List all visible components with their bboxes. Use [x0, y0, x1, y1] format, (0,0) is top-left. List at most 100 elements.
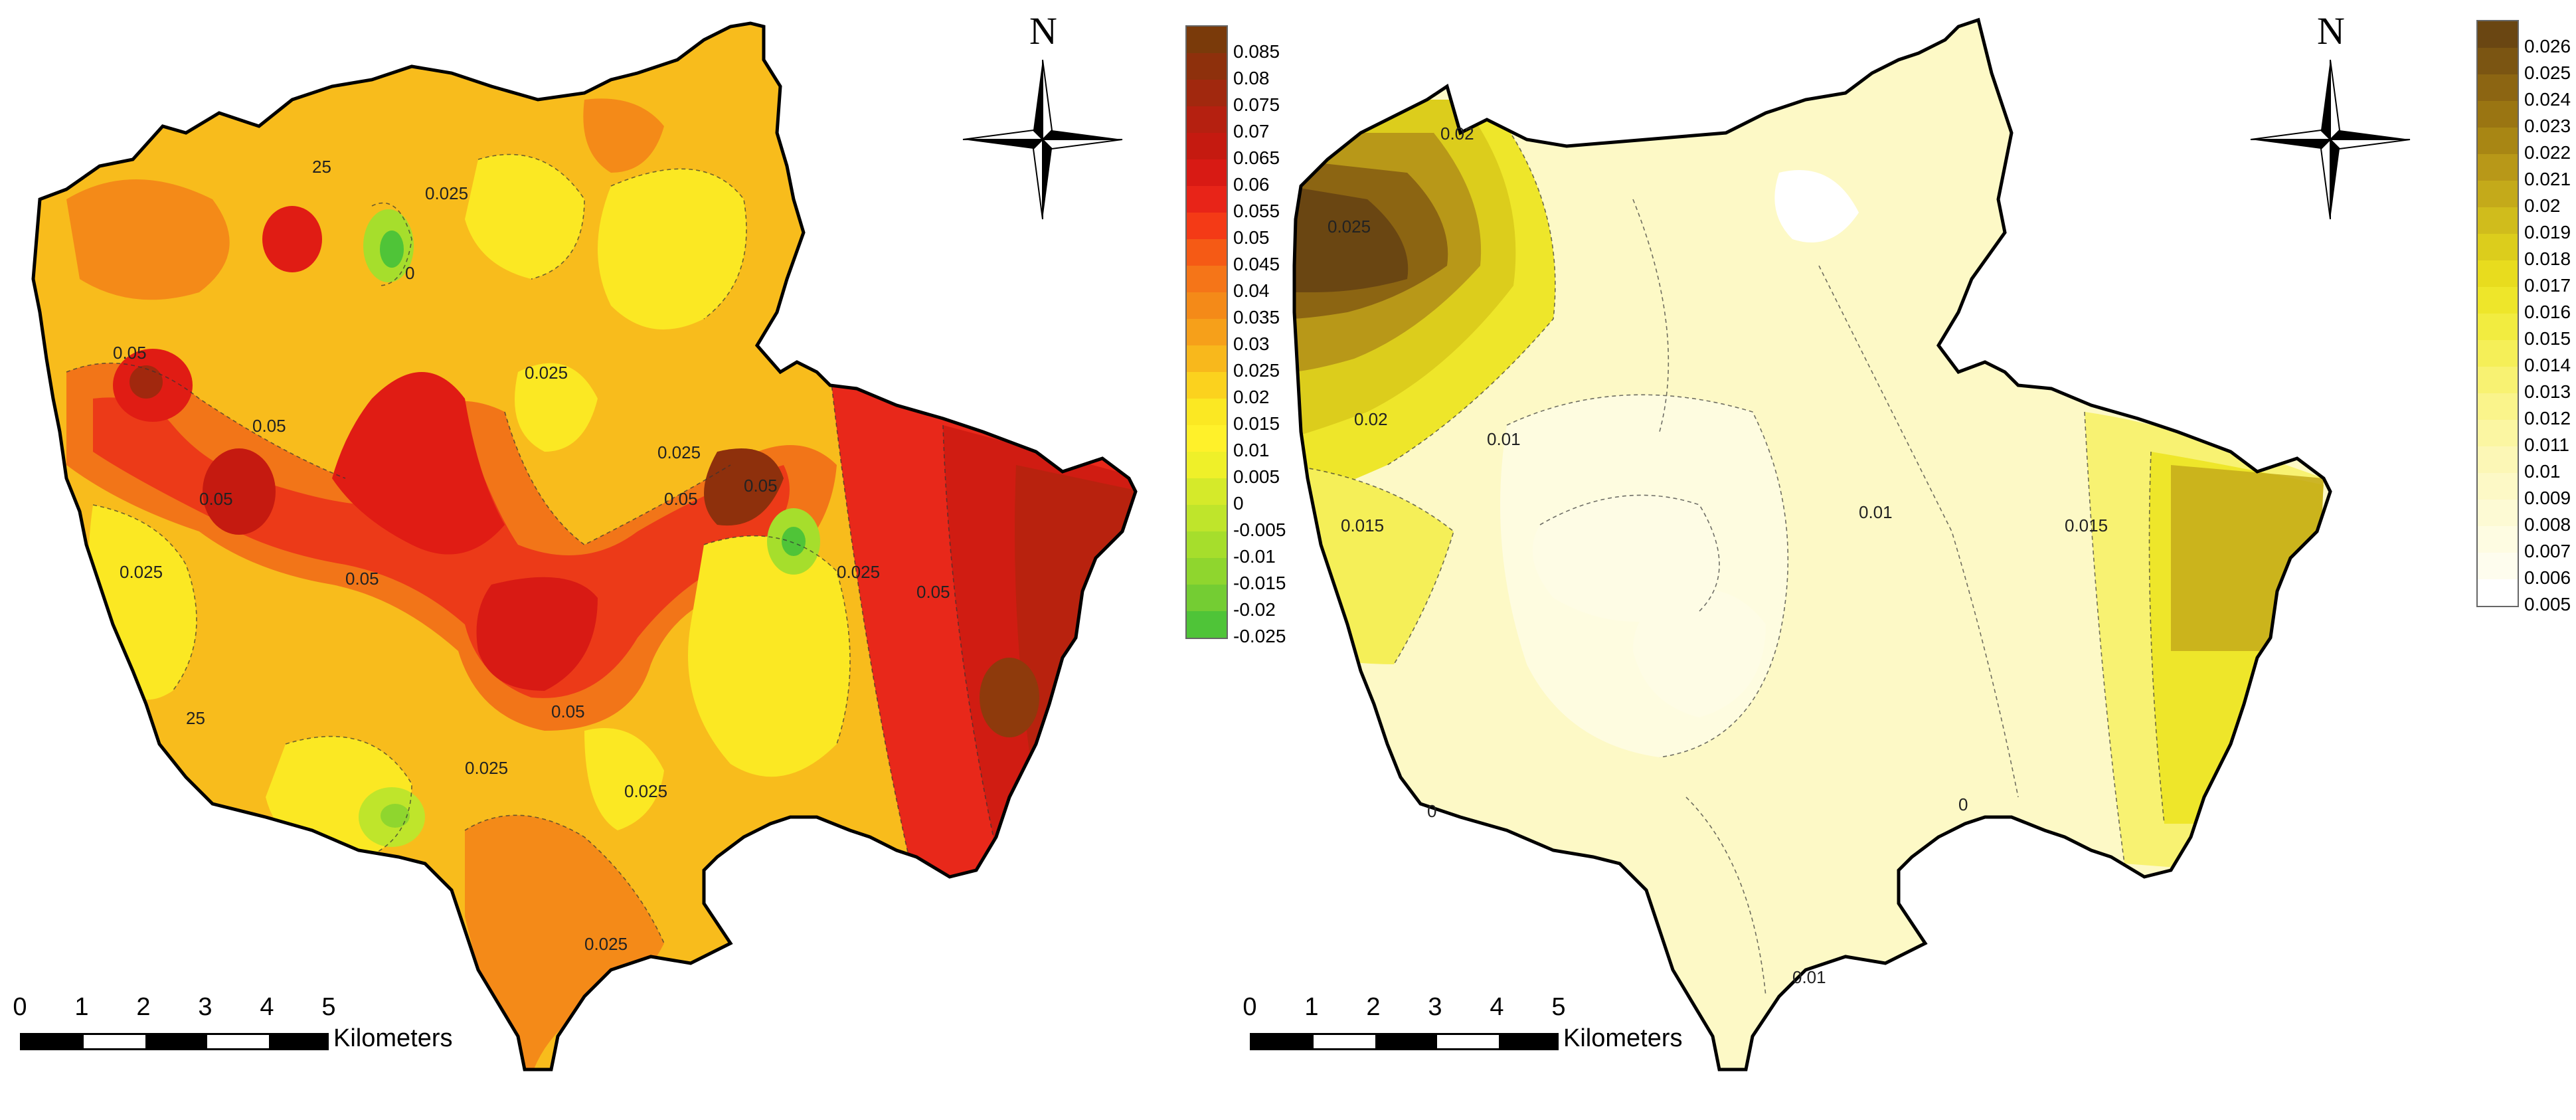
- legend-label: 0.026: [2524, 36, 2571, 56]
- north-arrow-icon: [962, 59, 1123, 220]
- contour-label: 0.05: [113, 343, 147, 363]
- legend-swatch: [1187, 133, 1227, 159]
- legend-swatch: [2478, 128, 2518, 154]
- left-legend-colorbar: [1185, 25, 1228, 639]
- legend-label: -0.005: [1233, 519, 1286, 540]
- legend-swatch: [2478, 446, 2518, 473]
- north-arrow-icon: [2250, 59, 2411, 220]
- legend-label: 0.015: [2524, 328, 2571, 349]
- legend-label: -0.015: [1233, 573, 1286, 593]
- legend-label: 0.025: [2524, 62, 2571, 83]
- contour-label: 0.05: [345, 569, 379, 589]
- legend-label: 0.03: [1233, 333, 1270, 354]
- legend-label: 0.012: [2524, 408, 2571, 428]
- legend-swatch: [2478, 553, 2518, 579]
- contour-label: 0.01: [1487, 429, 1521, 449]
- contour-label: 0.025: [120, 562, 163, 582]
- legend-swatch: [2478, 48, 2518, 74]
- contour-label: 0: [1427, 801, 1436, 821]
- north-label: N: [1029, 9, 1057, 52]
- legend-label: 0.02: [1233, 387, 1270, 407]
- legend-swatch: [1187, 319, 1227, 345]
- legend-swatch: [2478, 287, 2518, 314]
- legend-swatch: [2478, 473, 2518, 500]
- contour-label: 0.01: [1859, 502, 1893, 522]
- legend-swatch: [2478, 367, 2518, 393]
- legend-label: 0.015: [1233, 413, 1280, 434]
- legend-swatch: [1187, 292, 1227, 319]
- legend-swatch: [1187, 106, 1227, 133]
- legend-swatch: [2478, 234, 2518, 260]
- contour-label: 0.02: [1354, 409, 1388, 429]
- legend-label: -0.025: [1233, 626, 1286, 646]
- legend-label: 0.01: [2524, 461, 2561, 482]
- contour-label: 0: [405, 263, 414, 283]
- scale-tick-label: 3: [1428, 993, 1442, 1021]
- legend-label: 0.02: [2524, 195, 2561, 216]
- legend-swatch: [2478, 154, 2518, 181]
- legend-swatch: [2478, 420, 2518, 446]
- scale-tick-label: 0: [1243, 993, 1257, 1021]
- legend-label: 0.025: [1233, 360, 1280, 381]
- legend-swatch: [1187, 585, 1227, 611]
- contour-label: 25: [312, 157, 331, 177]
- legend-label: 0.022: [2524, 142, 2571, 163]
- legend-label: 0.014: [2524, 355, 2571, 375]
- legend-swatch: [1187, 558, 1227, 585]
- legend-swatch: [2478, 207, 2518, 234]
- contour-label: 0.025: [624, 781, 667, 801]
- right-legend-colorbar: [2476, 20, 2519, 607]
- scale-tick-label: 3: [198, 993, 213, 1021]
- legend-label: 0.017: [2524, 275, 2571, 296]
- contour-label: 0.015: [2065, 515, 2108, 535]
- legend-swatch: [1187, 399, 1227, 425]
- contour-label: 0.015: [1341, 515, 1384, 535]
- legend-swatch: [1187, 27, 1227, 53]
- left-map-panel: 0.05 0.025 0.05 0.05 0.025 0.05 0.05 0.0…: [13, 9, 1286, 1072]
- left-contour-labels: 0.05 0.025 0.05 0.05 0.025 0.05 0.05 0.0…: [113, 157, 950, 954]
- legend-label: 0.019: [2524, 222, 2571, 242]
- legend-swatch: [2478, 74, 2518, 101]
- right-map-boundary: [1292, 17, 2332, 1072]
- legend-label: 0.009: [2524, 488, 2571, 508]
- legend-swatch: [1187, 505, 1227, 531]
- legend-label: 0.035: [1233, 307, 1280, 327]
- legend-label: 0.007: [2524, 541, 2571, 561]
- legend-swatch: [1187, 266, 1227, 292]
- legend-swatch: [2478, 500, 2518, 526]
- contour-label: 0.01: [1792, 967, 1826, 987]
- legend-swatch: [2478, 393, 2518, 420]
- contour-label: 0.05: [664, 489, 698, 509]
- legend-label: 0.018: [2524, 248, 2571, 269]
- contour-label: 0.025: [837, 562, 880, 582]
- scale-unit-label: Kilometers: [1563, 1024, 1683, 1052]
- right-map-panel: 0.02 0.025 0.02 0.01 0.015 0.01 0.015 0 …: [1243, 0, 2576, 1120]
- scale-segment: [1499, 1035, 1557, 1048]
- contour-label: 0.025: [584, 934, 628, 954]
- contour-label: 0.05: [916, 582, 950, 602]
- scale-tick-label: 1: [1304, 993, 1319, 1021]
- legend-label: 0.008: [2524, 514, 2571, 535]
- legend-label: 0.08: [1233, 68, 1270, 88]
- scale-tick-label: 2: [136, 993, 151, 1021]
- contour-label: 0.05: [252, 416, 286, 436]
- contour-label: 0.05: [199, 489, 233, 509]
- contour-label: 25: [186, 708, 205, 728]
- legend-swatch: [1187, 159, 1227, 186]
- contour-label: 0.025: [525, 363, 568, 383]
- legend-label: 0.04: [1233, 280, 1270, 301]
- legend-swatch: [1187, 478, 1227, 505]
- legend-label: 0.005: [2524, 594, 2571, 614]
- legend-label: 0.005: [1233, 466, 1280, 487]
- scale-bar-graphic: [1250, 1033, 1559, 1050]
- legend-label: -0.01: [1233, 546, 1276, 567]
- legend-swatch: [1187, 186, 1227, 213]
- legend-swatch: [1187, 372, 1227, 399]
- scale-tick-label: 4: [260, 993, 274, 1021]
- legend-label: 0.016: [2524, 302, 2571, 322]
- legend-swatch: [2478, 579, 2518, 606]
- legend-swatch: [1187, 452, 1227, 478]
- legend-swatch: [2478, 101, 2518, 128]
- legend-swatch: [2478, 340, 2518, 367]
- legend-label: 0.023: [2524, 116, 2571, 136]
